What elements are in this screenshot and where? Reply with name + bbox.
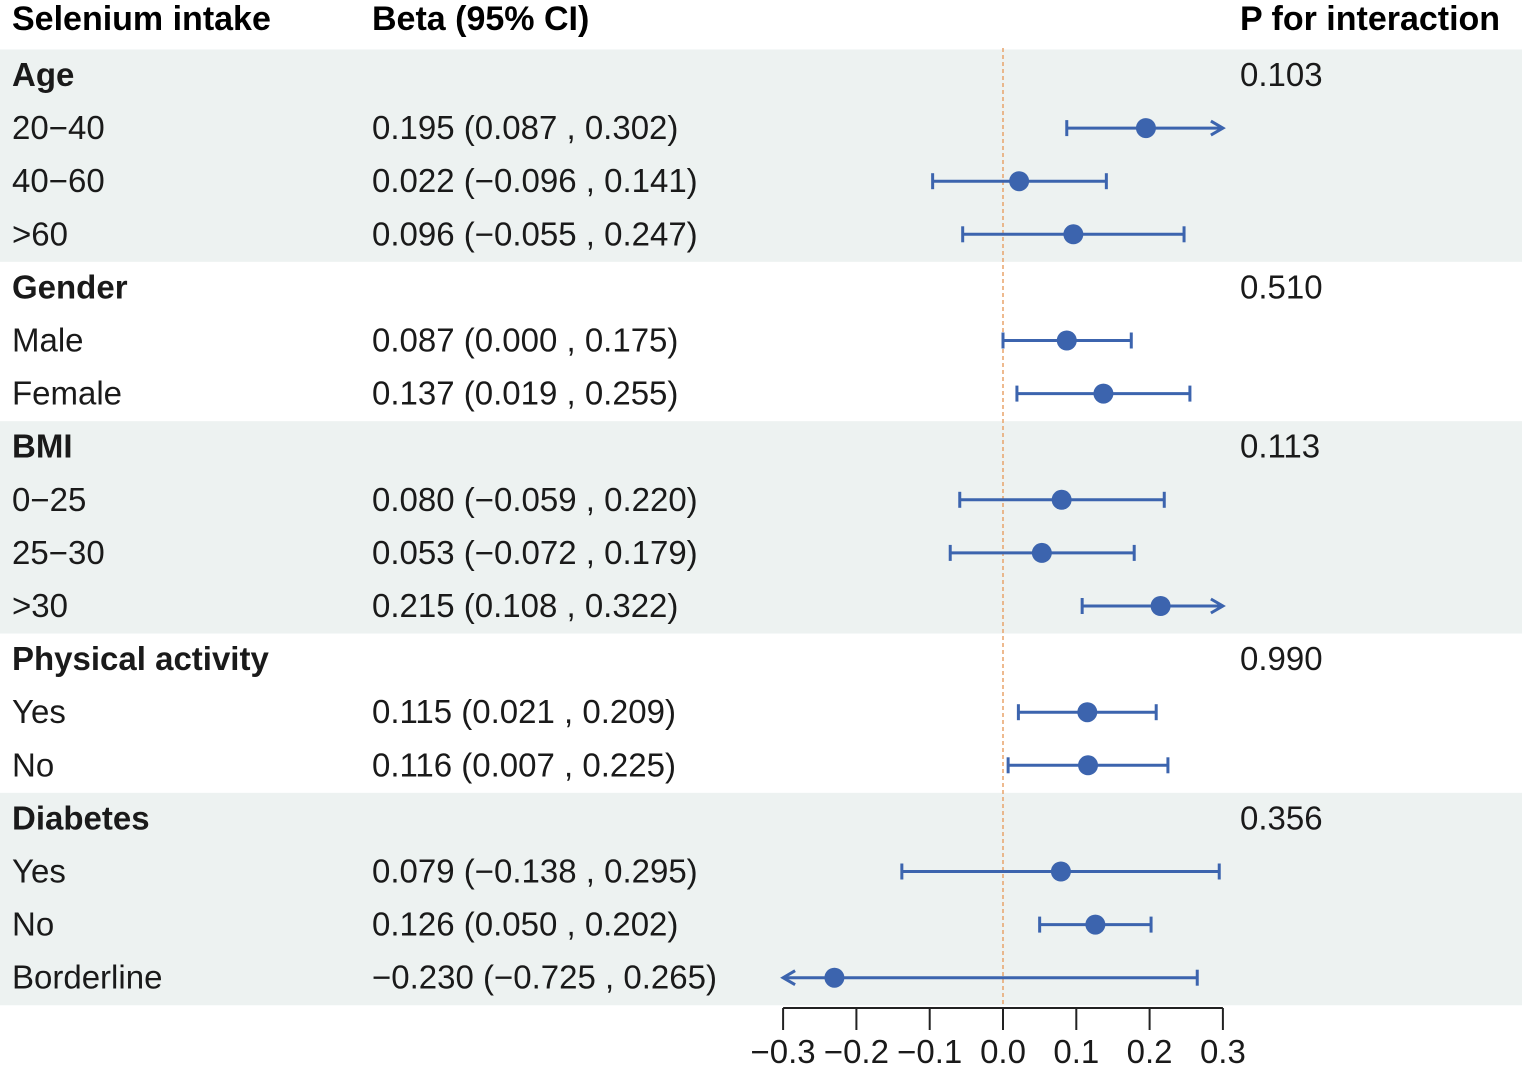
point-estimate <box>1093 383 1114 404</box>
point-estimate <box>1077 702 1098 723</box>
ci-arrow-left <box>780 969 796 986</box>
x-tick-label: 0.0 <box>980 1033 1026 1068</box>
subgroup-label: Yes <box>12 853 66 890</box>
group-label: Diabetes <box>12 799 150 836</box>
point-estimate <box>1135 118 1156 139</box>
x-tick-label: −0.3 <box>751 1033 816 1068</box>
x-tick-label: −0.2 <box>824 1033 889 1068</box>
point-estimate <box>1031 542 1052 563</box>
point-estimate <box>1078 755 1099 776</box>
point-estimate <box>1009 171 1030 192</box>
beta-ci-text: 0.087 (0.000 , 0.175) <box>372 322 678 359</box>
subgroup-label: Male <box>12 322 84 359</box>
group-band-0 <box>0 49 1522 262</box>
beta-ci-text: 0.215 (0.108 , 0.322) <box>372 587 678 624</box>
ci-arrow-right <box>1210 597 1226 615</box>
header-estimate: Beta (95% CI) <box>372 0 589 38</box>
p-interaction-value: 0.356 <box>1240 799 1323 836</box>
point-estimate <box>1051 489 1072 510</box>
group-label: BMI <box>12 428 73 465</box>
subgroup-label: Female <box>12 375 122 412</box>
subgroup-label: 25−30 <box>12 534 105 571</box>
beta-ci-text: 0.053 (−0.072 , 0.179) <box>372 534 698 571</box>
group-label: Physical activity <box>12 640 269 677</box>
row-bands <box>0 49 1522 1006</box>
beta-ci-text: 0.126 (0.050 , 0.202) <box>372 906 678 943</box>
x-tick-label: 0.3 <box>1200 1033 1246 1068</box>
header-p-interaction: P for interaction <box>1240 0 1500 38</box>
point-estimate <box>1150 596 1171 616</box>
beta-ci-text: 0.022 (−0.096 , 0.141) <box>372 162 698 199</box>
subgroup-label: >60 <box>12 215 68 252</box>
p-interaction-value: 0.990 <box>1240 640 1323 677</box>
subgroup-label: Yes <box>12 693 66 730</box>
group-label: Age <box>12 56 74 93</box>
point-estimate <box>824 967 845 988</box>
beta-ci-text: 0.096 (−0.055 , 0.247) <box>372 215 698 252</box>
point-estimate <box>1063 224 1084 245</box>
group-label: Gender <box>12 268 128 305</box>
subgroup-label: 40−60 <box>12 162 105 199</box>
subgroup-label: >30 <box>12 587 68 624</box>
point-estimate <box>1050 861 1071 882</box>
subgroup-label: No <box>12 746 54 783</box>
subgroup-label: 20−40 <box>12 109 105 146</box>
beta-ci-text: 0.080 (−0.059 , 0.220) <box>372 481 698 518</box>
table-rows: Age 0.103 20−40 0.195 (0.087 , 0.302) 40−60 0… <box>12 56 1323 996</box>
point-estimate <box>1085 914 1106 935</box>
p-interaction-value: 0.510 <box>1240 268 1323 305</box>
beta-ci-text: 0.195 (0.087 , 0.302) <box>372 109 678 146</box>
point-estimate <box>1056 330 1077 351</box>
beta-ci-text: 0.115 (0.021 , 0.209) <box>372 693 676 730</box>
subgroup-label: 0−25 <box>12 481 86 518</box>
subgroup-label: Borderline <box>12 959 162 996</box>
p-interaction-value: 0.113 <box>1240 428 1320 465</box>
group-band-2 <box>0 421 1522 634</box>
header-subgroup: Selenium intake <box>12 0 271 38</box>
beta-ci-text: −0.230 (−0.725 , 0.265) <box>372 959 717 996</box>
table-header: Selenium intake Beta (95% CI) P for inte… <box>12 0 1500 38</box>
beta-ci-text: 0.137 (0.019 , 0.255) <box>372 375 678 412</box>
x-tick-label: −0.1 <box>897 1033 962 1068</box>
ci-arrow-right <box>1210 119 1226 137</box>
beta-ci-text: 0.079 (−0.138 , 0.295) <box>372 853 698 890</box>
ci-marks <box>780 118 1226 988</box>
x-axis: −0.3 −0.2 −0.1 0.0 0.1 0.2 0.3 <box>751 1007 1246 1068</box>
x-tick-label: 0.2 <box>1127 1033 1173 1068</box>
p-interaction-value: 0.103 <box>1240 56 1323 93</box>
x-tick-label: 0.1 <box>1053 1033 1099 1068</box>
subgroup-label: No <box>12 906 54 943</box>
beta-ci-text: 0.116 (0.007 , 0.225) <box>372 746 676 783</box>
group-band-4 <box>0 792 1522 1006</box>
